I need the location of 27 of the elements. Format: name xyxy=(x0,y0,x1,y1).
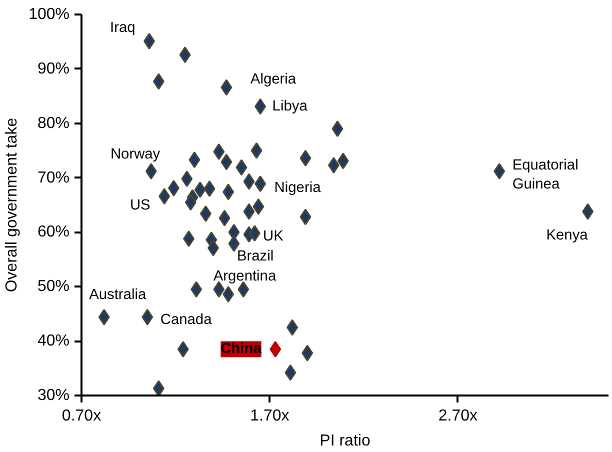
annotation: Australia xyxy=(89,287,147,304)
x-tick-label: 0.70x xyxy=(62,408,102,424)
annotation: Nigeria xyxy=(274,180,322,196)
annotation: Canada xyxy=(160,312,213,328)
y-tick-label: 30% xyxy=(37,387,70,404)
annotation: Norway xyxy=(110,146,161,162)
y-tick-label: 100% xyxy=(28,6,70,23)
annotation: China xyxy=(220,341,262,358)
annotation: Argentina xyxy=(213,268,277,284)
annotation: Kenya xyxy=(546,228,589,244)
annotation: Equatorial Guinea xyxy=(512,157,578,192)
annotation: Brazil xyxy=(236,248,274,265)
y-tick-label: 80% xyxy=(37,114,70,132)
y-tick-label: 70% xyxy=(37,169,70,186)
y-axis-title: Overall government take xyxy=(4,118,21,292)
x-tick-label: 2.70x xyxy=(438,408,478,424)
annotation: Iraq xyxy=(110,20,136,36)
x-tick-label: 1.70x xyxy=(250,408,290,424)
y-tick-label: 90% xyxy=(37,60,70,78)
y-tick-label: 50% xyxy=(37,278,70,296)
annotation: Libya xyxy=(272,98,308,114)
x-axis-title: PI ratio xyxy=(320,432,370,450)
y-tick-label: 60% xyxy=(37,224,70,241)
annotation: UK xyxy=(263,228,284,244)
y-tick-label: 40% xyxy=(37,332,70,350)
annotation: Algeria xyxy=(250,71,297,88)
annotation: US xyxy=(130,197,151,214)
